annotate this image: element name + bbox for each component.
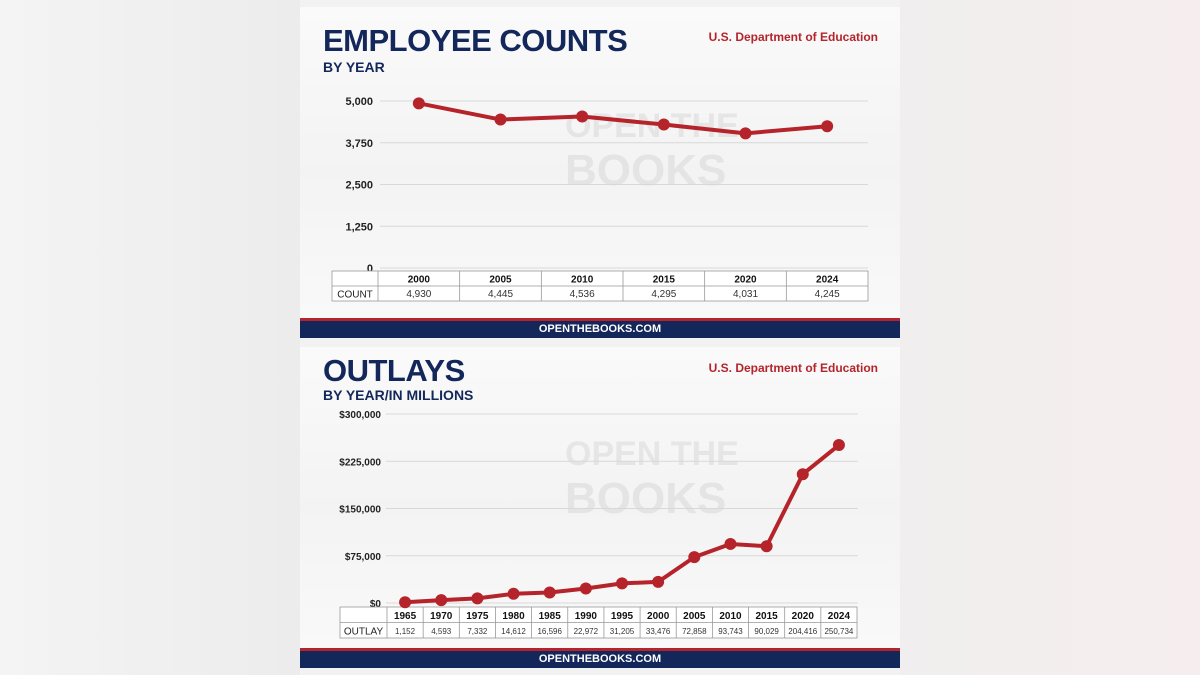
x-category-label: 1965: [394, 611, 417, 622]
x-category-label: 2024: [828, 611, 851, 622]
employee-counts-panel: OPEN THE BOOKS EMPLOYEE COUNTS BY YEAR U.…: [300, 7, 900, 338]
table-value: 33,476: [646, 627, 671, 636]
data-point: [657, 118, 670, 131]
x-category-label: 2005: [489, 275, 512, 286]
table-value: 72,858: [682, 627, 707, 636]
data-point: [579, 582, 592, 595]
x-category-label: 1995: [611, 611, 634, 622]
table-value: 7,332: [467, 627, 488, 636]
x-category-label: 2010: [571, 275, 594, 286]
data-point: [796, 468, 809, 481]
x-category-label: 2020: [792, 611, 815, 622]
data-point: [724, 537, 737, 550]
x-category-label: 2020: [734, 275, 757, 286]
x-category-label: 2000: [647, 611, 670, 622]
y-tick-label: 2,500: [345, 180, 373, 192]
data-point: [821, 120, 834, 133]
y-tick-label: 3,750: [345, 138, 373, 150]
background-left: [0, 0, 300, 675]
x-category-label: 1970: [430, 611, 453, 622]
data-point: [652, 575, 665, 588]
x-category-label: 2024: [816, 275, 839, 286]
data-point: [616, 577, 628, 590]
outlays-chart: $0 $75,000 $150,000 $225,000 $300,000 OUTLAY 1…: [339, 410, 858, 639]
table-value: 1,152: [395, 627, 416, 636]
x-category-label: 2005: [683, 611, 706, 622]
background-right: [900, 0, 1200, 675]
table-value: 204,416: [788, 627, 817, 636]
x-category-label: 2015: [653, 275, 676, 286]
table-value: 22,972: [574, 627, 599, 636]
table-value: 4,295: [651, 289, 676, 300]
y-tick-label: 0: [367, 263, 373, 275]
data-point: [832, 439, 845, 452]
table-value: 4,031: [733, 289, 758, 300]
data-point: [471, 592, 484, 605]
chart-subtitle: BY YEAR/IN MILLIONS: [323, 387, 474, 403]
x-category-label: 2015: [755, 611, 778, 622]
x-category-label: 1975: [466, 611, 489, 622]
source-label: U.S. Department of Education: [708, 30, 878, 44]
data-point: [576, 110, 589, 123]
table-value: 4,245: [815, 289, 840, 300]
data-point: [739, 127, 752, 140]
y-tick-label: 5,000: [345, 96, 373, 108]
data-point: [494, 113, 507, 126]
table-value: 250,734: [824, 627, 853, 636]
data-point: [507, 587, 520, 600]
y-tick-label: $150,000: [339, 505, 381, 516]
y-tick-label: $75,000: [345, 552, 382, 563]
series-line: [418, 101, 828, 136]
table-value: 31,205: [610, 627, 635, 636]
table-value: 4,930: [406, 289, 431, 300]
table-value: 90,029: [754, 627, 779, 636]
data-point: [688, 551, 701, 564]
table-value: 4,593: [431, 627, 452, 636]
data-point: [412, 97, 425, 110]
table-value: 93,743: [718, 627, 743, 636]
x-category-label: 1990: [575, 611, 598, 622]
x-category-label: 2010: [719, 611, 742, 622]
x-category-label: 2000: [408, 275, 431, 286]
data-point: [399, 596, 412, 609]
table-value: 16,596: [537, 627, 562, 636]
data-point: [435, 594, 448, 607]
employee-chart: 0 1,250 2,500 3,750 5,000 COUNT 2000 4,930 2005 4…: [331, 96, 869, 302]
table-row-label: COUNT: [337, 290, 373, 301]
table-value: 4,536: [570, 289, 595, 300]
chart-subtitle: BY YEAR: [323, 59, 385, 75]
footer-bar[interactable]: OPENTHEBOOKS.COM: [300, 648, 900, 668]
table-row-label: OUTLAY: [344, 626, 384, 637]
table-value: 14,612: [501, 627, 526, 636]
outlays-panel: OPEN THE BOOKS OUTLAYS BY YEAR/IN MILLION…: [300, 347, 900, 668]
source-label: U.S. Department of Education: [708, 361, 878, 375]
x-category-label: 1980: [502, 611, 525, 622]
chart-title: OUTLAYS: [323, 353, 465, 388]
y-tick-label: $225,000: [339, 457, 381, 468]
x-category-label: 1985: [539, 611, 562, 622]
data-point: [760, 540, 773, 553]
y-tick-label: $0: [370, 599, 382, 610]
y-tick-label: 1,250: [345, 221, 373, 233]
table-value: 4,445: [488, 289, 513, 300]
footer-bar[interactable]: OPENTHEBOOKS.COM: [300, 318, 900, 338]
y-tick-label: $300,000: [339, 410, 381, 421]
data-point: [543, 586, 556, 599]
chart-title: EMPLOYEE COUNTS: [323, 23, 628, 58]
